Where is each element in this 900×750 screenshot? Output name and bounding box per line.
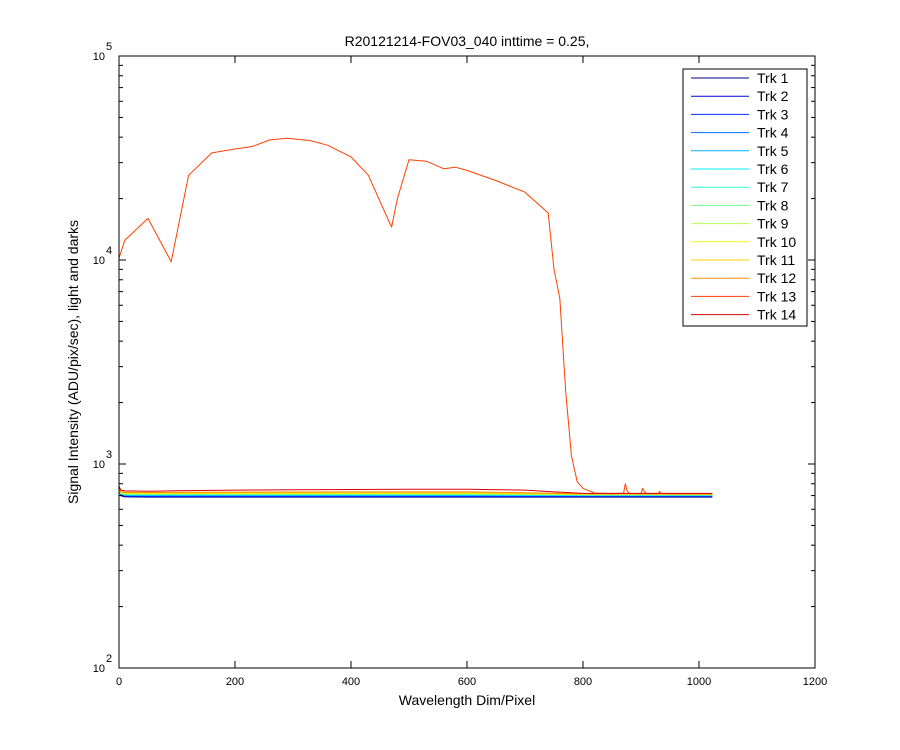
x-tick-label: 200 (226, 676, 244, 688)
y-tick-label-exponent: 3 (106, 449, 112, 461)
legend-label: Trk 4 (757, 125, 789, 141)
legend-label: Trk 3 (757, 106, 789, 122)
legend-label: Trk 1 (757, 70, 789, 86)
x-tick-label: 0 (116, 676, 122, 688)
legend-label: Trk 12 (757, 270, 796, 286)
series-line-14 (118, 485, 713, 494)
legend-label: Trk 6 (757, 161, 789, 177)
y-tick-label-base: 10 (93, 459, 105, 471)
legend-label: Trk 11 (757, 252, 795, 268)
y-axis-label: Signal Intensity (ADU/pix/sec), light an… (65, 220, 81, 504)
x-tick-label: 1200 (803, 676, 827, 688)
legend-label: Trk 5 (757, 143, 789, 159)
legend-label: Trk 10 (757, 234, 796, 250)
legend-label: Trk 14 (757, 307, 796, 323)
x-tick-label: 800 (574, 676, 592, 688)
y-tick-label-base: 10 (93, 255, 105, 267)
y-tick-label-base: 10 (93, 51, 105, 63)
series-line-12 (118, 487, 713, 495)
y-tick-label-exponent: 5 (106, 41, 112, 53)
legend: Trk 1 Trk 2 Trk 3 Trk 4 Trk 5 Trk 6 Trk 7 Trk 8… (682, 68, 808, 327)
y-tick-label-exponent: 4 (106, 245, 112, 257)
series-line-13 (118, 137, 713, 495)
legend-label: Trk 8 (757, 197, 789, 213)
legend-label: Trk 2 (757, 88, 789, 104)
legend-label: Trk 9 (757, 216, 789, 232)
chart-title: R20121214-FOV03_040 inttime = 0.25, (345, 33, 590, 49)
y-tick-label-exponent: 2 (106, 653, 112, 665)
y-tick-label-base: 10 (93, 663, 105, 675)
legend-label: Trk 7 (757, 179, 789, 195)
x-tick-label: 600 (458, 676, 476, 688)
x-tick-label: 400 (342, 676, 360, 688)
legend-box (682, 68, 808, 327)
legend-label: Trk 13 (757, 288, 796, 304)
series-layer (118, 137, 713, 498)
x-axis-label: Wavelength Dim/Pixel (399, 692, 535, 708)
x-tick-label: 1000 (687, 676, 711, 688)
